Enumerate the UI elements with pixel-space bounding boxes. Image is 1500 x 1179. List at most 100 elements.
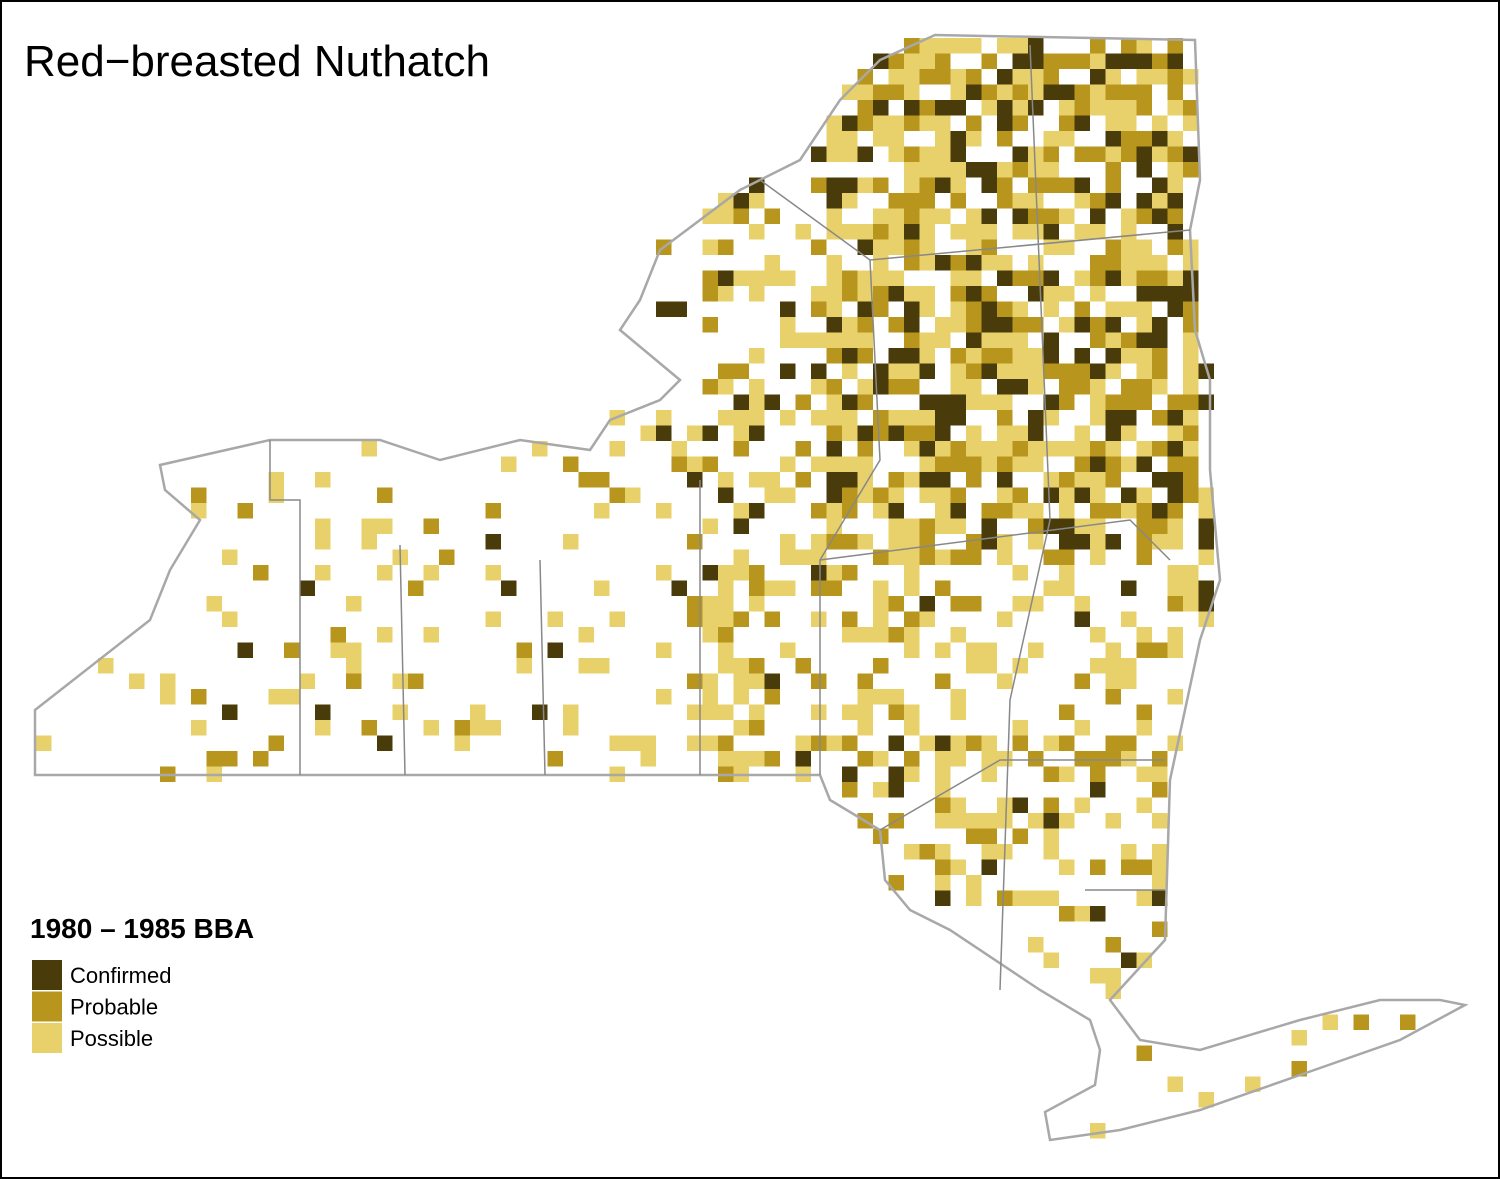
atlas-block [1059, 704, 1075, 720]
atlas-block [966, 239, 982, 255]
atlas-block [1043, 301, 1059, 317]
atlas-block [857, 720, 873, 736]
atlas-block [1167, 131, 1183, 147]
atlas-block [749, 425, 765, 441]
atlas-block [950, 255, 966, 271]
atlas-block [1152, 363, 1168, 379]
atlas-block [1059, 286, 1075, 302]
atlas-block [873, 627, 889, 643]
atlas-block [1090, 627, 1106, 643]
atlas-block [749, 720, 765, 736]
atlas-block [1105, 472, 1121, 488]
atlas-block [1012, 115, 1028, 131]
atlas-block [950, 38, 966, 54]
atlas-block [1028, 193, 1044, 209]
atlas-block [919, 301, 935, 317]
atlas-block [857, 69, 873, 85]
atlas-block [1028, 255, 1044, 271]
atlas-block [1183, 456, 1199, 472]
atlas-block [1167, 425, 1183, 441]
atlas-block [997, 611, 1013, 627]
atlas-block [966, 84, 982, 100]
atlas-block [857, 239, 873, 255]
atlas-block [966, 534, 982, 550]
atlas-block [935, 875, 951, 891]
atlas-block [857, 100, 873, 116]
atlas-block [904, 162, 920, 178]
atlas-block [795, 735, 811, 751]
atlas-block [1136, 162, 1152, 178]
atlas-block [888, 224, 904, 240]
atlas-block [253, 565, 269, 581]
atlas-block [919, 224, 935, 240]
atlas-block [361, 720, 377, 736]
atlas-block [997, 441, 1013, 457]
atlas-block [1198, 518, 1214, 534]
atlas-block [609, 441, 625, 457]
atlas-block [811, 503, 827, 519]
atlas-block [997, 38, 1013, 54]
atlas-block [1090, 270, 1106, 286]
atlas-block [919, 549, 935, 565]
atlas-block [485, 720, 501, 736]
atlas-block [1059, 84, 1075, 100]
atlas-block [718, 735, 734, 751]
atlas-block [873, 503, 889, 519]
atlas-block [1121, 348, 1137, 364]
atlas-block [904, 84, 920, 100]
atlas-block [1105, 410, 1121, 426]
atlas-block [470, 704, 486, 720]
atlas-block [873, 751, 889, 767]
atlas-block [857, 115, 873, 131]
atlas-block [377, 565, 393, 581]
atlas-block [981, 751, 997, 767]
atlas-block [1121, 146, 1137, 162]
atlas-block [1105, 146, 1121, 162]
atlas-block [1400, 1014, 1416, 1030]
atlas-block [1167, 472, 1183, 488]
atlas-block [966, 425, 982, 441]
atlas-block [563, 534, 579, 550]
atlas-block [1183, 348, 1199, 364]
atlas-block [1028, 441, 1044, 457]
atlas-block [1183, 162, 1199, 178]
atlas-block [842, 348, 858, 364]
atlas-block [1183, 69, 1199, 85]
atlas-block [981, 53, 997, 69]
atlas-block [888, 146, 904, 162]
atlas-block [1090, 69, 1106, 85]
atlas-block [1167, 193, 1183, 209]
atlas-block [1074, 115, 1090, 131]
atlas-block [981, 224, 997, 240]
atlas-block [423, 720, 439, 736]
atlas-block [1183, 441, 1199, 457]
atlas-block [702, 270, 718, 286]
atlas-block [1043, 813, 1059, 829]
atlas-block [888, 317, 904, 333]
atlas-block [904, 441, 920, 457]
atlas-block [966, 549, 982, 565]
atlas-block [997, 890, 1013, 906]
atlas-block [377, 518, 393, 534]
atlas-block [919, 363, 935, 379]
atlas-block [718, 270, 734, 286]
atlas-block [950, 131, 966, 147]
atlas-block [1043, 177, 1059, 193]
atlas-block [1121, 611, 1137, 627]
atlas-block [733, 394, 749, 410]
atlas-block [935, 332, 951, 348]
atlas-block [935, 208, 951, 224]
atlas-block [919, 208, 935, 224]
atlas-block [981, 828, 997, 844]
atlas-block [873, 239, 889, 255]
atlas-block [1059, 394, 1075, 410]
atlas-block [749, 658, 765, 674]
atlas-block [1136, 503, 1152, 519]
atlas-block [454, 720, 470, 736]
atlas-block [1105, 84, 1121, 100]
atlas-block [919, 425, 935, 441]
atlas-block [950, 859, 966, 875]
atlas-block [1105, 937, 1121, 953]
atlas-block [888, 704, 904, 720]
atlas-block [904, 611, 920, 627]
